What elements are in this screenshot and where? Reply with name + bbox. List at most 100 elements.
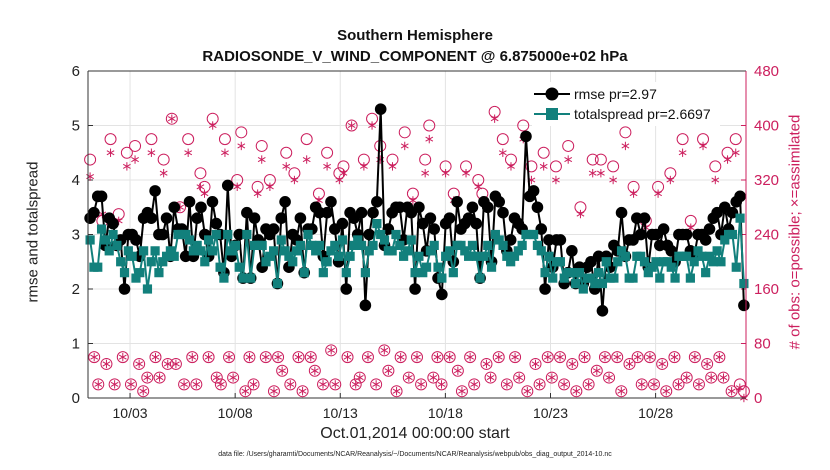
rmse-point — [497, 206, 509, 219]
x-tick-label: 10/08 — [218, 405, 253, 421]
y-tick-label-left: 5 — [72, 118, 80, 135]
assimilated-obs-point — [302, 155, 311, 164]
possible-obs-point — [427, 371, 440, 384]
totalspread-point — [486, 262, 497, 272]
totalspread-point — [265, 251, 275, 261]
totalspread-point — [142, 284, 153, 294]
rmse-point — [699, 234, 712, 246]
possible-obs-point — [570, 385, 583, 398]
assimilated-obs-point — [339, 168, 348, 178]
rmse-point — [267, 223, 280, 235]
assimilated-obs-point — [470, 380, 479, 389]
rmse-point — [470, 217, 483, 230]
totalspread-point — [433, 262, 443, 272]
possible-obs-point — [157, 153, 170, 166]
possible-obs-point — [635, 378, 648, 391]
possible-obs-point — [411, 351, 423, 364]
totalspread-point — [701, 268, 711, 278]
assimilated-obs-point — [94, 380, 103, 389]
assimilated-obs-point — [270, 386, 278, 396]
rmse-point — [355, 206, 368, 219]
assimilated-obs-point — [617, 386, 626, 396]
possible-obs-point — [656, 357, 669, 370]
totalspread-point — [238, 273, 248, 283]
totalspread-point — [223, 229, 233, 240]
totalspread-point — [727, 229, 738, 240]
assimilated-obs-point — [650, 380, 658, 389]
totalspread-point — [100, 235, 110, 245]
rmse-point — [596, 305, 609, 317]
totalspread-point — [127, 251, 137, 261]
rmse-point — [210, 217, 223, 230]
totalspread-point — [131, 273, 141, 283]
rmse-point — [409, 283, 421, 295]
totalspread-point — [387, 246, 397, 256]
totalspread-point — [689, 257, 699, 267]
rmse-point — [504, 234, 517, 246]
assimilated-obs-point — [380, 346, 389, 355]
possible-obs-point — [729, 133, 742, 146]
possible-obs-point — [145, 133, 158, 146]
possible-obs-point — [129, 139, 142, 152]
rmse-point — [413, 201, 425, 214]
totalspread-point — [349, 240, 359, 250]
possible-obs-point — [100, 357, 113, 370]
rmse-point — [325, 196, 337, 208]
assimilated-obs-point — [625, 359, 634, 369]
assimilated-obs-point — [462, 168, 470, 178]
possible-obs-point — [190, 378, 203, 391]
totalspread-point — [666, 262, 676, 272]
possible-obs-point — [537, 146, 550, 159]
possible-obs-point — [169, 357, 182, 370]
totalspread-point — [655, 273, 665, 283]
totalspread-point — [532, 240, 543, 250]
possible-obs-point — [415, 378, 428, 391]
totalspread-point — [509, 251, 520, 261]
assimilated-obs-point — [409, 196, 417, 205]
rmse-point — [374, 103, 387, 115]
assimilated-obs-point — [131, 155, 139, 164]
y-axis-label-right: # of obs: o=possible; ×=assimilated — [786, 114, 804, 350]
possible-obs-point — [214, 378, 227, 391]
assimilated-obs-point — [441, 168, 450, 178]
possible-obs-point — [349, 378, 362, 391]
assimilated-obs-point — [221, 148, 229, 157]
totalspread-point — [574, 268, 585, 278]
possible-obs-point — [243, 351, 256, 364]
totalspread-point — [295, 240, 305, 250]
assimilated-obs-point — [245, 352, 254, 362]
totalspread-point — [697, 251, 707, 261]
totalspread-point — [597, 278, 608, 289]
assimilated-obs-point — [654, 189, 662, 198]
possible-obs-point — [247, 378, 260, 391]
possible-obs-point — [680, 371, 693, 384]
totalspread-point — [616, 246, 627, 256]
assimilated-obs-point — [556, 352, 564, 362]
assimilated-obs-point — [196, 182, 205, 192]
totalspread-point — [269, 246, 279, 256]
rmse-point — [145, 212, 158, 224]
assimilated-obs-point — [200, 189, 209, 198]
totalspread-point — [188, 246, 198, 256]
assimilated-obs-point — [204, 352, 213, 362]
assimilated-obs-point — [274, 352, 282, 362]
totalspread-point — [246, 273, 256, 283]
possible-obs-point — [464, 351, 477, 364]
assimilated-obs-point — [494, 352, 503, 362]
possible-obs-point — [676, 133, 689, 146]
possible-obs-point — [259, 351, 272, 364]
totalspread-point — [502, 251, 512, 261]
totalspread-point — [716, 257, 726, 267]
totalspread-point — [578, 284, 588, 294]
totalspread-point — [464, 251, 474, 261]
totalspread-point — [402, 246, 413, 256]
totalspread-point — [234, 262, 244, 272]
totalspread-point — [704, 251, 715, 261]
y-tick-label-right: 320 — [754, 172, 779, 189]
rmse-point — [703, 223, 716, 235]
rmse-point — [451, 196, 463, 208]
totalspread-point — [353, 235, 363, 245]
totalspread-point — [555, 257, 565, 267]
assimilated-obs-point — [278, 366, 287, 375]
assimilated-obs-point — [417, 380, 425, 389]
